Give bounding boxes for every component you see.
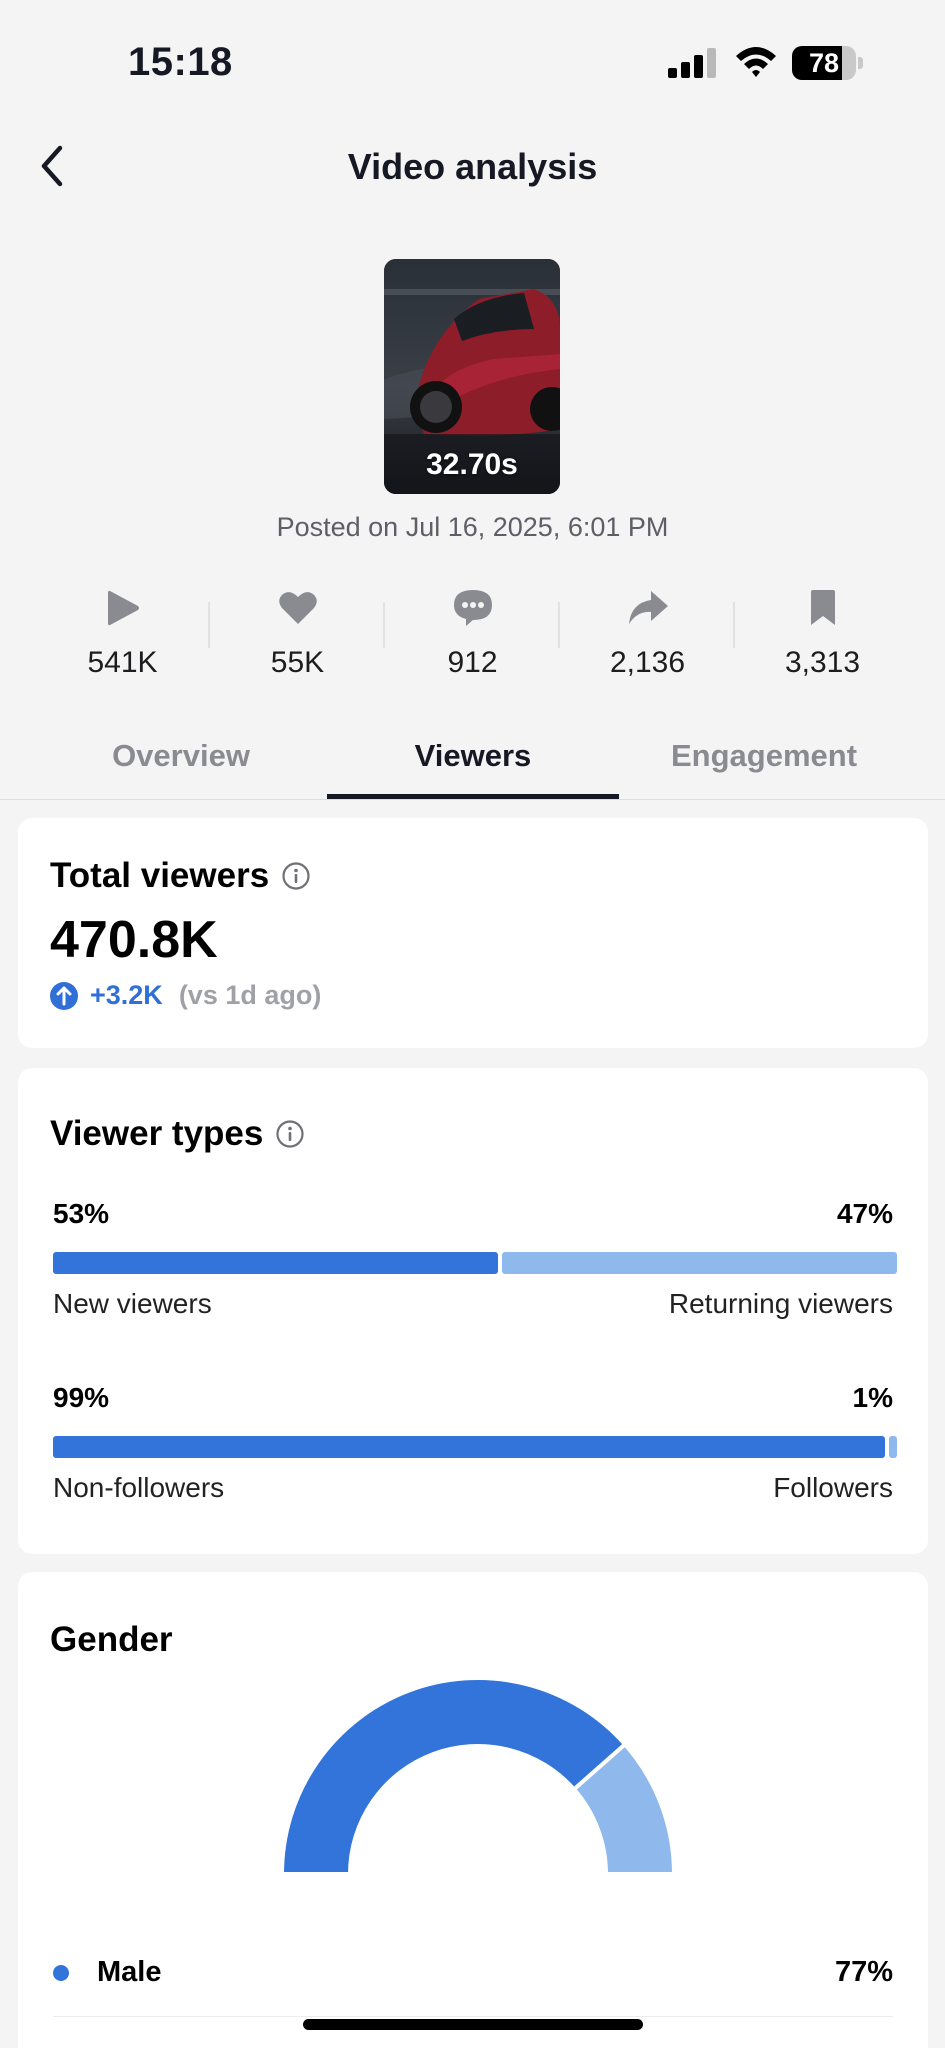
status-time: 15:18 — [128, 40, 233, 84]
returning-viewers-label: Returning viewers — [668, 1288, 893, 1319]
gauge-segment-male — [279, 1676, 628, 1876]
followers-bar — [53, 1436, 897, 1458]
male-legend-dot — [53, 1964, 69, 1981]
heart-icon — [276, 586, 320, 630]
followers-label: Followers — [773, 1472, 893, 1503]
page-title: Video analysis — [347, 146, 598, 187]
total-viewers-value: 470.8K — [50, 911, 218, 969]
stat-views: 541K — [35, 580, 210, 690]
battery-percentage: 78 — [808, 48, 840, 78]
viewer-types-card: Viewer types 53% 47% New viewers Returni… — [18, 1068, 928, 1554]
back-button[interactable] — [26, 140, 78, 192]
shares-count: 2,136 — [609, 646, 686, 679]
video-thumbnail[interactable]: 32.70s — [384, 259, 560, 494]
wifi-icon — [736, 47, 776, 77]
battery-tip — [858, 57, 863, 69]
status-bar: 15:18 78 — [0, 0, 945, 120]
active-tab-indicator — [327, 794, 619, 799]
total-viewers-label: Total viewers — [50, 856, 270, 895]
battery-body: 78 — [792, 46, 856, 80]
likes-count: 55K — [270, 646, 325, 679]
new-vs-returning-percentages: 53% 47% — [53, 1198, 893, 1230]
followers-labels: Non-followers Followers — [53, 1472, 893, 1504]
change-compare: (vs 1d ago) — [178, 980, 322, 1010]
gauge-segment-other — [571, 1741, 677, 1876]
header: Video analysis — [0, 120, 945, 216]
chevron-left-icon — [41, 145, 63, 187]
stat-saves: 3,313 — [735, 580, 910, 690]
total-viewers-card: Total viewers 470.8K +3.2K (vs 1d ago) — [18, 818, 928, 1048]
returning-viewers-pct: 47% — [836, 1198, 893, 1229]
non-followers-label: Non-followers — [53, 1472, 225, 1503]
posted-date: Posted on Jul 16, 2025, 6:01 PM — [276, 512, 669, 542]
play-icon — [101, 586, 145, 630]
stat-shares: 2,136 — [560, 580, 735, 690]
non-followers-pct: 99% — [53, 1382, 110, 1413]
new-vs-returning-bar — [53, 1252, 897, 1274]
video-thumbnail-image — [384, 259, 560, 494]
stat-divider — [208, 602, 210, 648]
info-icon[interactable] — [281, 861, 311, 891]
gender-card: Gender Male 77% — [18, 1572, 928, 2048]
saves-count: 3,313 — [784, 646, 861, 679]
new-viewers-label: New viewers — [53, 1288, 212, 1319]
legend-divider — [53, 2016, 893, 2017]
share-icon — [626, 586, 670, 630]
new-viewers-pct: 53% — [53, 1198, 110, 1229]
tab-overview[interactable]: Overview — [112, 738, 250, 773]
followers-bar-segment — [889, 1436, 897, 1458]
viewer-types-label: Viewer types — [50, 1114, 264, 1153]
comment-icon — [451, 586, 495, 630]
followers-percentages: 99% 1% — [53, 1382, 893, 1414]
info-icon[interactable] — [275, 1119, 305, 1149]
views-count: 541K — [87, 646, 158, 679]
battery-indicator: 78 — [792, 46, 863, 80]
returning-viewers-bar — [502, 1252, 897, 1274]
male-pct: 77% — [834, 1956, 893, 1988]
gender-legend-male: Male 77% — [53, 1956, 893, 1989]
tab-bar: Overview Viewers Engagement — [0, 720, 945, 800]
comments-count: 912 — [447, 646, 498, 679]
new-vs-returning-labels: New viewers Returning viewers — [53, 1288, 893, 1320]
total-viewers-title: Total viewers — [50, 856, 311, 896]
male-label: Male — [97, 1956, 162, 1988]
stat-divider — [558, 602, 560, 648]
bookmark-icon — [801, 586, 845, 630]
stat-divider — [733, 602, 735, 648]
tab-engagement[interactable]: Engagement — [670, 738, 858, 773]
change-value: +3.2K — [90, 980, 163, 1010]
arrow-up-icon — [50, 981, 78, 1010]
cellular-signal-icon — [668, 48, 716, 78]
non-followers-bar — [53, 1436, 885, 1458]
battery-fill — [792, 46, 842, 80]
gender-title: Gender — [50, 1620, 173, 1659]
new-viewers-bar — [53, 1252, 498, 1274]
video-duration: 32.70s — [426, 448, 518, 481]
stat-likes: 55K — [210, 580, 385, 690]
tab-viewers[interactable]: Viewers — [414, 738, 532, 773]
stat-divider — [383, 602, 385, 648]
stat-comments: 912 — [385, 580, 560, 690]
followers-pct: 1% — [852, 1382, 893, 1413]
stats-row: 541K 55K 912 2,136 3,313 — [35, 580, 910, 690]
gender-gauge-chart — [279, 1676, 677, 1876]
viewer-types-title: Viewer types — [50, 1114, 305, 1154]
viewers-change: +3.2K (vs 1d ago) — [50, 980, 321, 1011]
home-indicator — [303, 2019, 643, 2030]
